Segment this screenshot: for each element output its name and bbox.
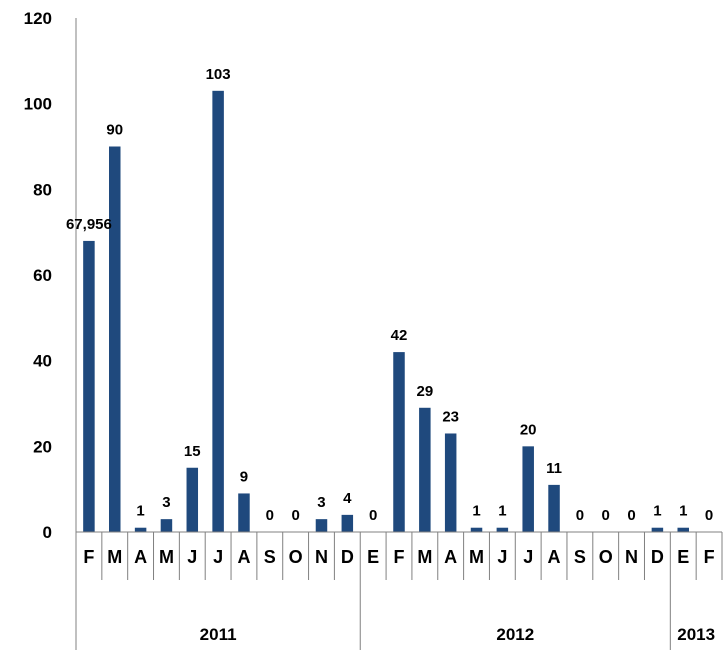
month-label: J bbox=[187, 547, 197, 567]
data-label: 0 bbox=[266, 507, 274, 524]
month-label: A bbox=[548, 547, 561, 567]
month-label: O bbox=[289, 547, 303, 567]
data-label: 23 bbox=[442, 408, 459, 425]
bar bbox=[341, 514, 354, 532]
data-label: 29 bbox=[416, 383, 433, 400]
month-label: M bbox=[159, 547, 174, 567]
month-label: F bbox=[83, 547, 94, 567]
month-label: E bbox=[367, 547, 379, 567]
y-tick-label: 120 bbox=[24, 9, 52, 28]
month-label: M bbox=[417, 547, 432, 567]
month-label: S bbox=[574, 547, 586, 567]
bars bbox=[83, 90, 689, 533]
month-label: F bbox=[394, 547, 405, 567]
month-label: M bbox=[107, 547, 122, 567]
data-label: 0 bbox=[602, 507, 610, 524]
bar bbox=[496, 527, 509, 532]
bar bbox=[109, 146, 121, 532]
bar bbox=[134, 527, 147, 532]
bar bbox=[212, 90, 224, 533]
data-label: 0 bbox=[705, 507, 713, 524]
bar bbox=[160, 519, 173, 532]
month-label: J bbox=[497, 547, 507, 567]
y-tick-label: 60 bbox=[33, 266, 52, 285]
month-label: F bbox=[704, 547, 715, 567]
data-label: 4 bbox=[343, 490, 352, 507]
data-label: 42 bbox=[391, 327, 408, 344]
data-label: 67,956 bbox=[66, 216, 112, 233]
data-label: 1 bbox=[653, 503, 661, 520]
data-label: 0 bbox=[576, 507, 584, 524]
month-label: J bbox=[213, 547, 223, 567]
bar bbox=[419, 407, 431, 532]
month-label: D bbox=[341, 547, 354, 567]
y-tick-label: 80 bbox=[33, 180, 52, 199]
bar bbox=[83, 240, 95, 532]
bar bbox=[186, 467, 199, 532]
data-label: 0 bbox=[369, 507, 377, 524]
y-tick-label: 20 bbox=[33, 437, 52, 456]
data-label: 1 bbox=[498, 503, 506, 520]
data-label: 103 bbox=[206, 66, 231, 83]
data-label: 0 bbox=[627, 507, 635, 524]
y-tick-label: 40 bbox=[33, 352, 52, 371]
bar bbox=[522, 446, 534, 532]
bar bbox=[677, 527, 689, 532]
bar bbox=[651, 527, 664, 532]
bar bbox=[393, 352, 405, 532]
data-label: 3 bbox=[317, 494, 325, 511]
month-label: E bbox=[677, 547, 689, 567]
bar bbox=[238, 493, 250, 532]
month-label: N bbox=[315, 547, 328, 567]
data-label: 1 bbox=[136, 503, 144, 520]
bar bbox=[548, 484, 560, 532]
year-label: 2012 bbox=[496, 625, 534, 644]
month-label: N bbox=[625, 547, 638, 567]
bar bbox=[470, 527, 483, 532]
bar bbox=[444, 433, 457, 532]
month-label: D bbox=[651, 547, 664, 567]
data-label: 3 bbox=[162, 494, 170, 511]
y-tick-label: 100 bbox=[24, 95, 52, 114]
data-label: 9 bbox=[240, 468, 248, 485]
month-label: A bbox=[444, 547, 457, 567]
y-tick-label: 0 bbox=[43, 523, 52, 542]
data-label: 20 bbox=[520, 421, 537, 438]
data-label: 90 bbox=[106, 122, 123, 139]
year-label: 2013 bbox=[677, 625, 715, 644]
data-label: 1 bbox=[679, 503, 687, 520]
month-label: M bbox=[469, 547, 484, 567]
month-label: A bbox=[237, 547, 250, 567]
data-label: 11 bbox=[546, 460, 562, 477]
y-axis: 0 20 40 60 80 100 120 bbox=[24, 9, 77, 650]
month-label: S bbox=[264, 547, 276, 567]
month-label: J bbox=[523, 547, 533, 567]
month-label: A bbox=[134, 547, 147, 567]
year-label: 2011 bbox=[200, 625, 237, 644]
bar bbox=[315, 519, 328, 532]
month-label: O bbox=[599, 547, 613, 567]
data-label: 0 bbox=[291, 507, 299, 524]
data-label: 1 bbox=[472, 503, 480, 520]
data-label: 15 bbox=[184, 443, 201, 460]
